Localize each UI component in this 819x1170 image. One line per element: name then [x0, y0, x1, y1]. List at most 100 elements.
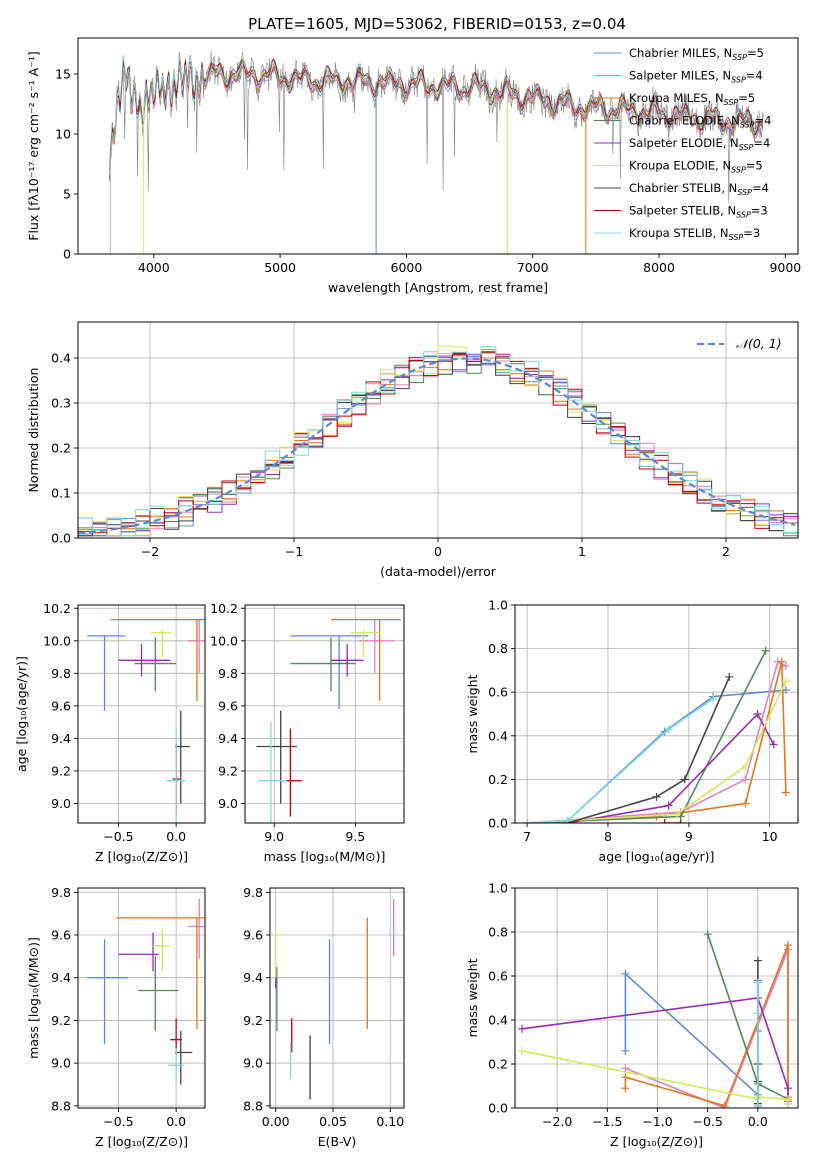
weight-marker — [709, 694, 718, 703]
plot-area — [275, 898, 395, 1100]
x-axis-label: Z [log₁₀(Z/Z⊙)] — [95, 1134, 188, 1149]
axes-frame — [77, 37, 799, 255]
legend-label: Salpeter STELIB, NSSP=3 — [629, 204, 768, 220]
errorbar-point-1 — [290, 635, 369, 710]
errorbar-point-5 — [118, 644, 171, 677]
legend-suffix: =3 — [751, 204, 768, 218]
y-tick-label: 9.0 — [243, 1056, 263, 1071]
errorbar-point-3 — [110, 618, 205, 701]
weight-marker — [741, 775, 750, 784]
plot-area — [518, 930, 792, 1108]
errorbar-point-2 — [187, 898, 205, 959]
plot-area — [87, 618, 205, 823]
weight-marker — [753, 978, 762, 987]
x-tick-label: 1 — [578, 544, 586, 559]
x-tick-label: 4000 — [138, 260, 170, 275]
weight-marker — [652, 812, 661, 821]
chart-age_vs_mass: 9.0 9.5 9.0 9.2 9.4 9.6 9.8 10.0 10.2 mass [log₁₀… — [210, 601, 405, 864]
weight-marker — [769, 740, 778, 749]
y-tick-label: 9.8 — [218, 666, 238, 681]
weight-marker — [783, 1099, 792, 1108]
plot-area — [523, 646, 790, 823]
errorbar-point-4 — [134, 637, 177, 692]
x-tick-label: 2 — [722, 544, 730, 559]
errorbar-point-9 — [168, 1048, 185, 1083]
y-axis-label: mass weight — [465, 958, 480, 1037]
legend-subscript: SSP — [736, 211, 751, 220]
y-tick-label: 10.2 — [210, 601, 238, 616]
legend-suffix: =4 — [753, 136, 770, 150]
x-tick-label: −0.5 — [103, 1114, 133, 1129]
y-tick-label: 9.2 — [51, 1013, 71, 1028]
weight-marker — [720, 1101, 729, 1108]
x-tick-label: 9.5 — [345, 829, 365, 844]
errorbar-point-3 — [116, 917, 205, 1029]
y-tick-label: 9.0 — [218, 796, 238, 811]
weight-marker — [783, 1084, 792, 1093]
plot-area — [256, 618, 401, 823]
x-tick-label: 0.0 — [166, 1114, 186, 1129]
legend-suffix: =3 — [743, 226, 760, 240]
x-tick-label: −1.0 — [642, 1114, 672, 1129]
legend-suffix: =5 — [746, 159, 763, 173]
y-tick-label: 1.0 — [488, 881, 508, 896]
y-tick-label: 0.0 — [51, 531, 71, 546]
errorbar-point-7 — [174, 710, 190, 804]
x-tick-label: 9 — [685, 829, 693, 844]
legend-label: Kroupa STELIB, NSSP=3 — [629, 226, 760, 242]
y-tick-label: 0.8 — [488, 641, 508, 656]
y-tick-label: 9.2 — [51, 763, 71, 778]
y-tick-label: 9.0 — [51, 796, 71, 811]
weight-marker — [664, 725, 673, 734]
x-axis-label: wavelength [Angstrom, rest frame] — [328, 280, 548, 295]
chart-mass_vs_z: −0.5 0.0 8.8 9.0 9.2 9.4 9.6 9.8 Z [log₁₀(Z/Z⊙)]… — [26, 885, 206, 1149]
errorbar-point-4 — [290, 637, 356, 692]
x-tick-label: −1 — [285, 544, 303, 559]
weight-marker — [761, 646, 770, 655]
weight-marker — [753, 1101, 762, 1108]
errorbar-point-9 — [166, 728, 186, 823]
legend-label: Chabrier MILES, NSSP=5 — [629, 46, 764, 62]
y-tick-label: 0.3 — [51, 396, 71, 411]
x-tick-label: −2 — [141, 544, 159, 559]
weight-marker — [753, 710, 762, 718]
legend-subscript: SSP — [740, 121, 755, 130]
legend-subscript: SSP — [729, 233, 744, 242]
legend-subscript: SSP — [724, 98, 739, 107]
legend-subscript: SSP — [739, 143, 754, 152]
y-tick-label: 10.0 — [210, 633, 238, 648]
legend-label: Chabrier STELIB, NSSP=4 — [629, 181, 769, 197]
legend-label: Salpeter ELODIE, NSSP=4 — [629, 136, 770, 152]
chart-mass_vs_ebv: 0.00 0.05 0.10 8.8 9.0 9.2 9.4 9.6 9.8 E(B-V) — [243, 885, 405, 1149]
weight-line-5 — [567, 712, 775, 823]
weight-marker — [621, 1046, 630, 1055]
weight-marker — [777, 657, 786, 666]
y-axis-label: Flux [fλ10⁻¹⁷ erg cm⁻² s⁻¹ A⁻¹] — [26, 51, 41, 240]
y-tick-label: 1.0 — [488, 598, 508, 613]
chart-spectrum: 4000 5000 6000 7000 8000 9000 0 5 10 15 wavelength… — [26, 37, 801, 295]
weight-marker — [621, 969, 630, 978]
legend-suffix: =4 — [746, 69, 763, 83]
axes-frame — [77, 604, 206, 824]
x-axis-label: age [log₁₀(age/yr)] — [599, 849, 715, 864]
x-tick-label: −0.5 — [693, 1114, 723, 1129]
weight-marker — [523, 819, 532, 823]
weight-marker — [621, 1073, 630, 1082]
y-axis-label: mass weight — [465, 674, 480, 753]
weight-marker — [783, 941, 792, 950]
x-tick-label: 6000 — [391, 260, 423, 275]
weight-marker — [680, 775, 689, 784]
weight-line-3 — [624, 944, 789, 1107]
y-axis-label: age [log₁₀(age/yr)] — [14, 656, 29, 772]
errorbar-point-2 — [187, 619, 205, 674]
y-tick-label: 9.8 — [51, 666, 71, 681]
axes-frame — [77, 887, 206, 1109]
x-tick-label: −2.0 — [542, 1114, 572, 1129]
x-tick-label: 7000 — [517, 260, 549, 275]
x-axis-label: Z [log₁₀(Z/Z⊙)] — [95, 849, 188, 864]
axes-frame — [514, 887, 799, 1109]
errorbar-point-1 — [87, 939, 128, 1044]
x-axis-label: E(B-V) — [318, 1134, 357, 1149]
y-tick-label: 9.6 — [243, 927, 263, 942]
